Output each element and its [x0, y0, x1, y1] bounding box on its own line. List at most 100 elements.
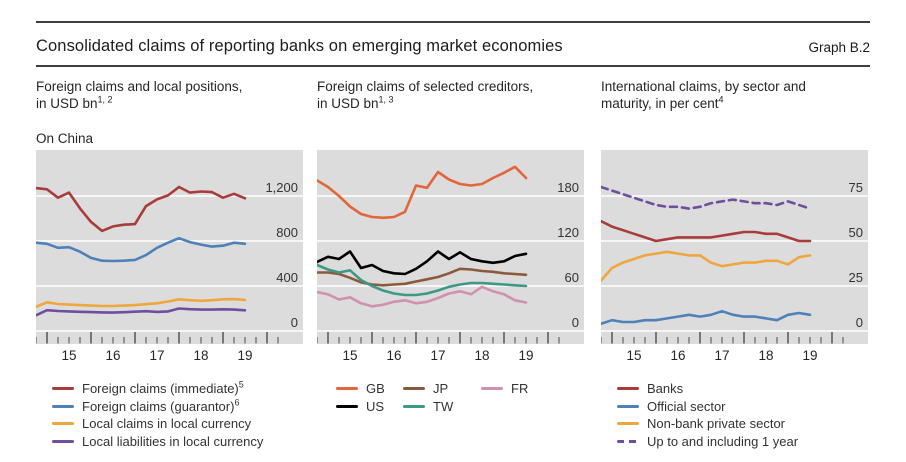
y-tick-label: 1,200	[265, 180, 298, 195]
series-line-local-claims-in-local-currency	[36, 297, 247, 309]
subtitle-line2: in USD bn	[36, 96, 98, 111]
line-swatch-icon	[481, 387, 503, 391]
legend: Foreign claims (immediate)5 Foreign claim…	[52, 380, 263, 450]
series-line-tw	[317, 263, 528, 297]
line-swatch-icon	[52, 387, 74, 391]
x-tick-label: 17	[430, 348, 445, 363]
x-tick-label: 18	[193, 348, 208, 363]
x-tick-label: 19	[237, 348, 252, 363]
x-tick-label: 15	[626, 348, 641, 363]
top-rule	[36, 21, 870, 23]
legend-item-local-claims-in-local-currency: Local claims in local currency	[52, 415, 263, 433]
series-line-non-bank-private-sector	[601, 250, 812, 282]
legend-item-foreign-claims-immediate: Foreign claims (immediate)5	[52, 380, 263, 398]
series-line-foreign-claims-guarantor	[36, 236, 247, 263]
legend-label: Foreign claims (immediate)5	[82, 379, 244, 397]
legend-item-tw: TW	[403, 398, 481, 416]
legend-item-banks: Banks	[617, 380, 798, 398]
legend-footnote-marker: 6	[234, 397, 240, 408]
series-line-official-sector	[601, 309, 812, 326]
series-line-local-liabilities-in-local-currency	[36, 307, 247, 317]
panel-international-claims-sector-maturity: International claims, by sector and matu…	[601, 78, 868, 462]
subtitle-footnote-marker: 4	[718, 94, 724, 105]
line-swatch-icon	[336, 387, 358, 391]
subtitle-line1: Foreign claims and local positions,	[36, 79, 243, 94]
x-tick-label: 18	[474, 348, 489, 363]
series-line-us	[317, 250, 528, 276]
subtitle-footnote-marker: 1, 3	[378, 94, 394, 105]
series-line-banks	[601, 219, 812, 243]
legend-label: GB	[366, 381, 385, 397]
panel-subtitle: Foreign claims of selected creditors, in…	[317, 78, 584, 112]
legend-label: TW	[433, 398, 454, 414]
legend-item-fr: FR	[481, 380, 528, 398]
panel-subtitle: International claims, by sector and matu…	[601, 78, 868, 112]
subtitle-line1: Foreign claims of selected creditors,	[317, 79, 534, 94]
series-line-up-to-and-including-1-year	[601, 185, 812, 210]
line-swatch-icon	[617, 404, 639, 408]
legend-label: Foreign claims (guarantor)6	[82, 397, 240, 414]
plot-background	[36, 150, 303, 344]
region-label: On China	[36, 131, 94, 146]
x-tick-label: 15	[342, 348, 357, 363]
y-tick-label: 0	[856, 315, 863, 330]
line-swatch-icon	[52, 422, 74, 426]
y-tick-label: 120	[557, 225, 579, 240]
legend: GB US JP TW FR	[336, 380, 528, 415]
x-tick-label: 19	[802, 348, 817, 363]
graph-number-label: Graph B.2	[808, 40, 870, 55]
legend-label: FR	[511, 381, 529, 397]
y-tick-label: 400	[276, 270, 298, 285]
series-line-gb	[317, 165, 528, 220]
panel-foreign-claims-local-positions: Foreign claims and local positions, in U…	[36, 78, 303, 462]
panel-foreign-claims-selected-creditors: Foreign claims of selected creditors, in…	[317, 78, 584, 462]
legend-item-non-bank-private-sector: Non-bank private sector	[617, 415, 798, 433]
panel-subtitle: Foreign claims and local positions, in U…	[36, 78, 303, 112]
legend-label: Banks	[647, 381, 684, 397]
series-line-fr	[317, 285, 528, 308]
series-line-foreign-claims-immediate	[36, 185, 247, 233]
legend-item-official-sector: Official sector	[617, 398, 798, 416]
legend-label: Local liabilities in local currency	[82, 433, 264, 449]
subtitle-line1: International claims, by sector and	[601, 79, 806, 94]
plot-background	[317, 150, 584, 344]
legend-label: Up to and including 1 year	[647, 433, 799, 449]
x-tick-label: 18	[758, 348, 773, 363]
line-swatch-icon	[52, 439, 74, 443]
legend-item-jp: JP	[403, 380, 481, 398]
line-swatch-icon	[617, 422, 639, 426]
y-tick-label: 25	[849, 270, 863, 285]
line-swatch-icon	[52, 404, 74, 408]
legend-label: JP	[433, 381, 449, 397]
subtitle-line2: maturity, in per cent	[601, 96, 719, 111]
line-swatch-icon	[617, 387, 639, 391]
x-tick-label: 17	[149, 348, 164, 363]
x-tick-label: 16	[670, 348, 685, 363]
subtitle-footnote-marker: 1, 2	[97, 94, 113, 105]
dashed-line-swatch-icon	[617, 439, 639, 443]
legend-footnote-marker: 5	[238, 379, 244, 390]
figure-title: Consolidated claims of reporting banks o…	[36, 37, 563, 55]
legend-label: US	[366, 398, 385, 414]
x-tick-label: 16	[105, 348, 120, 363]
legend-item-up-to-and-including-1-year: Up to and including 1 year	[617, 433, 798, 451]
x-tick-label: 15	[61, 348, 76, 363]
plot-background	[601, 150, 868, 344]
y-tick-label: 50	[849, 225, 863, 240]
line-swatch-icon	[403, 404, 425, 408]
y-tick-label: 0	[291, 315, 298, 330]
y-tick-label: 800	[276, 225, 298, 240]
y-tick-label: 180	[557, 180, 579, 195]
subtitle-line2: in USD bn	[317, 96, 379, 111]
legend-item-us: US	[336, 398, 403, 416]
line-swatch-icon	[403, 387, 425, 391]
legend-item-local-liabilities-in-local-currency: Local liabilities in local currency	[52, 433, 263, 451]
line-chart-selected-creditors: 15 16 17 18 19 0 60 120 180	[317, 150, 584, 363]
legend-item-gb: GB	[336, 380, 403, 398]
y-tick-label: 0	[572, 315, 579, 330]
y-tick-label: 75	[849, 180, 863, 195]
x-tick-label: 16	[386, 348, 401, 363]
legend-label: Local claims in local currency	[82, 416, 252, 432]
line-swatch-icon	[336, 404, 358, 408]
line-chart-foreign-claims: 15 16 17 18 19 0 400 800 1,200	[36, 150, 303, 363]
